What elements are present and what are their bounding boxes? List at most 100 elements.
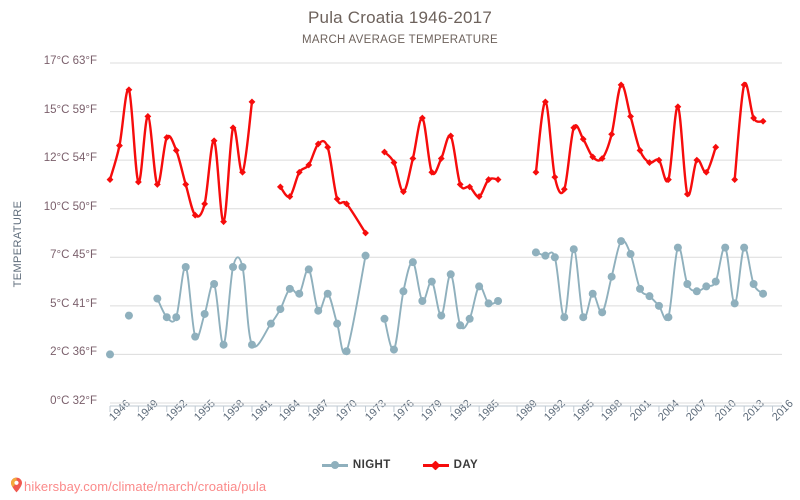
- data-point[interactable]: [550, 253, 559, 262]
- data-point[interactable]: [711, 277, 720, 286]
- data-point[interactable]: [238, 263, 247, 271]
- data-point[interactable]: [210, 280, 219, 288]
- data-point[interactable]: [598, 155, 606, 162]
- data-point[interactable]: [693, 156, 701, 164]
- data-point[interactable]: [730, 299, 739, 308]
- data-point[interactable]: [200, 309, 209, 318]
- data-point[interactable]: [569, 245, 578, 254]
- data-point[interactable]: [570, 124, 578, 132]
- data-point[interactable]: [665, 176, 672, 183]
- data-point[interactable]: [400, 188, 407, 196]
- data-point[interactable]: [664, 313, 673, 322]
- data-point[interactable]: [172, 313, 181, 322]
- data-point[interactable]: [409, 155, 417, 162]
- data-point[interactable]: [125, 86, 133, 94]
- data-point[interactable]: [608, 130, 616, 138]
- data-point[interactable]: [456, 321, 465, 330]
- data-point[interactable]: [210, 137, 218, 145]
- data-point[interactable]: [285, 284, 294, 293]
- data-point[interactable]: [749, 280, 758, 288]
- data-point[interactable]: [219, 340, 228, 349]
- data-point[interactable]: [380, 314, 389, 323]
- data-point[interactable]: [750, 114, 758, 122]
- data-point[interactable]: [162, 313, 171, 322]
- data-point[interactable]: [702, 168, 710, 176]
- data-point[interactable]: [276, 183, 284, 191]
- data-point[interactable]: [607, 272, 616, 281]
- data-point[interactable]: [740, 81, 748, 89]
- data-point[interactable]: [465, 314, 474, 323]
- data-point[interactable]: [494, 176, 502, 183]
- data-point[interactable]: [247, 340, 256, 349]
- data-point[interactable]: [759, 117, 767, 125]
- data-point[interactable]: [229, 124, 237, 132]
- data-point[interactable]: [106, 176, 114, 183]
- data-point[interactable]: [428, 168, 436, 176]
- data-point[interactable]: [276, 305, 285, 314]
- data-point[interactable]: [239, 168, 246, 176]
- data-point[interactable]: [589, 153, 597, 161]
- data-point[interactable]: [560, 185, 568, 193]
- data-point[interactable]: [617, 237, 626, 246]
- data-point[interactable]: [532, 168, 540, 176]
- data-point[interactable]: [447, 132, 455, 140]
- data-point[interactable]: [740, 243, 749, 252]
- data-point[interactable]: [324, 143, 332, 151]
- data-point[interactable]: [201, 200, 209, 208]
- data-point[interactable]: [702, 282, 711, 291]
- data-point[interactable]: [333, 195, 341, 203]
- data-point[interactable]: [654, 301, 663, 310]
- data-point[interactable]: [390, 159, 398, 166]
- data-point[interactable]: [342, 347, 351, 356]
- data-point[interactable]: [295, 289, 304, 298]
- data-point[interactable]: [295, 168, 303, 176]
- data-point[interactable]: [636, 284, 645, 293]
- data-point[interactable]: [437, 311, 446, 320]
- data-point[interactable]: [191, 332, 200, 341]
- data-point[interactable]: [182, 181, 190, 188]
- data-point[interactable]: [531, 248, 540, 257]
- data-point[interactable]: [731, 176, 739, 183]
- data-point[interactable]: [683, 280, 692, 288]
- data-point[interactable]: [314, 306, 323, 315]
- data-point[interactable]: [627, 113, 634, 120]
- data-point[interactable]: [588, 289, 597, 298]
- data-point[interactable]: [418, 297, 427, 305]
- data-point[interactable]: [361, 251, 370, 260]
- data-point[interactable]: [485, 176, 492, 183]
- data-point[interactable]: [399, 287, 408, 296]
- data-point[interactable]: [286, 193, 294, 200]
- data-point[interactable]: [172, 147, 180, 154]
- data-point[interactable]: [427, 277, 436, 286]
- data-point[interactable]: [153, 181, 161, 188]
- data-point[interactable]: [266, 319, 275, 328]
- data-point[interactable]: [541, 98, 549, 106]
- data-point[interactable]: [456, 181, 464, 188]
- legend-item-night[interactable]: NIGHT: [321, 459, 391, 471]
- data-point[interactable]: [646, 159, 653, 166]
- data-point[interactable]: [389, 345, 398, 354]
- data-point[interactable]: [683, 190, 691, 198]
- data-point[interactable]: [466, 183, 474, 191]
- data-point[interactable]: [598, 308, 607, 317]
- data-point[interactable]: [692, 287, 701, 296]
- data-point[interactable]: [181, 263, 190, 271]
- data-point[interactable]: [381, 148, 388, 156]
- data-point[interactable]: [712, 143, 720, 151]
- source-footer[interactable]: hikersbay.com/climate/march/croatia/pula: [10, 477, 266, 496]
- data-point[interactable]: [248, 98, 256, 106]
- data-point[interactable]: [418, 114, 426, 122]
- data-point[interactable]: [408, 258, 417, 267]
- data-point[interactable]: [153, 294, 162, 303]
- data-point[interactable]: [314, 140, 322, 148]
- data-point[interactable]: [560, 313, 569, 322]
- data-point[interactable]: [437, 155, 445, 162]
- data-point[interactable]: [446, 270, 455, 279]
- data-point[interactable]: [229, 263, 238, 271]
- legend-item-day[interactable]: DAY: [422, 459, 478, 471]
- data-point[interactable]: [759, 289, 768, 298]
- data-point[interactable]: [579, 313, 588, 322]
- data-point[interactable]: [674, 103, 682, 111]
- data-point[interactable]: [134, 178, 142, 186]
- data-point[interactable]: [343, 200, 351, 208]
